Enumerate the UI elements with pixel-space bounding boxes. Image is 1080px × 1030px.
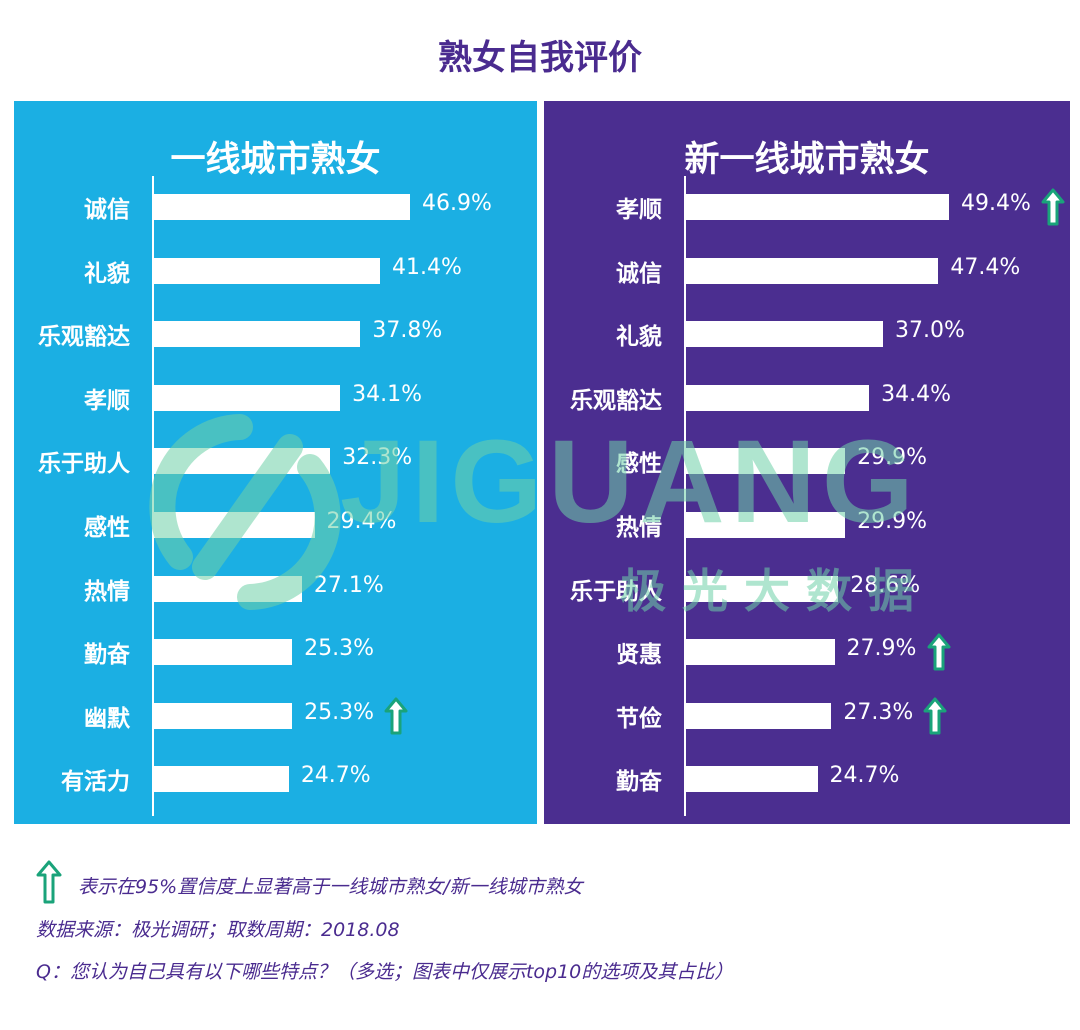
right-value-label: 24.7% [829,763,900,789]
left-value-label: 32.3% [342,445,413,471]
right-category-label: 乐观豁达 [570,387,662,414]
right-bar-row: 感性 29.9% [544,445,1070,477]
right-value-label: 49.4% [961,191,1031,216]
left-value-label: 24.7% [300,763,371,789]
left-bar-row: 诚信 46.9% [14,191,537,223]
right-bar-row: 乐于助人 28.6% [544,572,1070,605]
left-bar [154,257,380,284]
left-bar [154,321,361,348]
right-value-label: 27.9% [846,636,917,662]
left-category-label: 幽默 [84,705,130,732]
right-bar-row: 贤惠 27.9% [544,633,1070,671]
question-note: Q：您认为自己具有以下哪些特点？（多选；图表中仅展示top10的选项及其占比） [36,961,734,983]
left-bar-row: 热情 27.1% [14,572,537,605]
right-category-label: 热情 [616,515,662,541]
right-bar [686,575,839,602]
left-bar [154,384,341,411]
left-value-label: 34.1% [352,381,423,407]
right-category-label: 孝顺 [616,197,662,223]
right-value-label: 29.9% [857,509,928,534]
left-value-label: 25.3% [304,699,374,725]
page-title: 熟女自我评价 [438,38,642,78]
right-bar [686,321,883,348]
right-value-label: 29.9% [857,445,928,471]
left-category-label: 勤奋 [84,642,130,669]
right-category-label: 礼貌 [616,324,662,351]
right-bar [686,639,835,666]
right-bar [686,512,846,538]
left-category-label: 热情 [84,578,130,605]
left-bar-row: 礼貌 41.4% [14,254,537,287]
left-chart-panel: 一线城市熟女 诚信 46.9% 礼貌 41.4% 乐观豁达 37.8% 孝顺 34.1% 乐于助… [14,101,537,824]
right-chart-panel: 新一线城市熟女 孝顺 49.4% 诚信 47.4% 礼貌 37.0% 乐观豁达 34.4% 感性… [544,101,1070,824]
right-category-label: 节俭 [616,705,662,732]
right-bar [686,384,870,411]
left-bar [154,702,293,729]
right-bar-row: 勤奋 24.7% [544,763,1070,795]
left-value-label: 46.9% [422,191,492,216]
right-bar-row: 孝顺 49.4% [544,188,1070,226]
left-value-label: 27.1% [313,572,384,598]
left-category-label: 孝顺 [84,387,130,414]
left-bar-row: 勤奋 25.3% [14,636,537,668]
right-category-label: 贤惠 [616,642,662,669]
left-bar [154,448,331,475]
left-bar [154,512,315,538]
right-chart-title: 新一线城市熟女 [684,140,930,180]
right-bar-row: 诚信 47.4% [544,254,1070,287]
right-bar-row: 礼貌 37.0% [544,318,1070,350]
right-bar [686,702,832,729]
left-bar-row: 感性 29.4% [14,509,537,541]
right-value-label: 34.4% [881,381,952,407]
left-bar-row: 幽默 25.3% [14,697,537,735]
right-bar-row: 乐观豁达 34.4% [544,381,1070,414]
left-significance-arrow-icon [384,697,408,735]
left-bar-row: 有活力 24.7% [14,763,537,795]
right-category-label: 乐于助人 [570,578,662,605]
right-significance-arrow-icon [923,697,947,735]
right-value-label: 27.3% [843,699,914,725]
left-bar-row: 乐观豁达 37.8% [14,318,537,350]
right-axis-line [684,176,686,816]
right-bar [686,766,818,793]
right-bar [686,448,846,475]
right-category-label: 诚信 [616,260,662,287]
right-category-label: 感性 [616,451,662,478]
left-category-label: 礼貌 [84,260,130,287]
right-significance-arrow-icon [927,633,951,671]
left-category-label: 有活力 [61,769,130,796]
right-bar [686,194,949,220]
left-category-label: 乐于助人 [38,451,130,478]
legend-note: 表示在95%置信度上显著高于一线城市熟女/新一线城市熟女 [78,876,583,898]
right-value-label: 37.0% [894,318,965,344]
left-bar-row: 孝顺 34.1% [14,381,537,414]
right-bar [686,257,939,284]
left-value-label: 37.8% [372,318,443,344]
right-bar-row: 热情 29.9% [544,509,1070,541]
legend-up-arrow-icon [36,860,62,904]
right-value-label: 28.6% [850,572,921,598]
left-category-label: 感性 [84,515,130,541]
left-bar-row: 乐于助人 32.3% [14,445,537,477]
left-bar [154,639,293,666]
right-significance-arrow-icon [1041,188,1065,226]
left-value-label: 29.4% [326,509,397,534]
right-value-label: 47.4% [950,254,1021,280]
right-category-label: 勤奋 [616,769,662,796]
data-source-note: 数据来源：极光调研；取数周期：2018.08 [36,919,400,941]
left-category-label: 诚信 [84,197,130,223]
left-bar [154,575,302,602]
left-value-label: 41.4% [391,254,462,280]
left-category-label: 乐观豁达 [38,324,130,351]
left-chart-title: 一线城市熟女 [170,140,381,180]
left-value-label: 25.3% [304,636,374,662]
right-bar-row: 节俭 27.3% [544,697,1070,735]
left-bar [154,194,410,220]
left-bar [154,766,289,793]
